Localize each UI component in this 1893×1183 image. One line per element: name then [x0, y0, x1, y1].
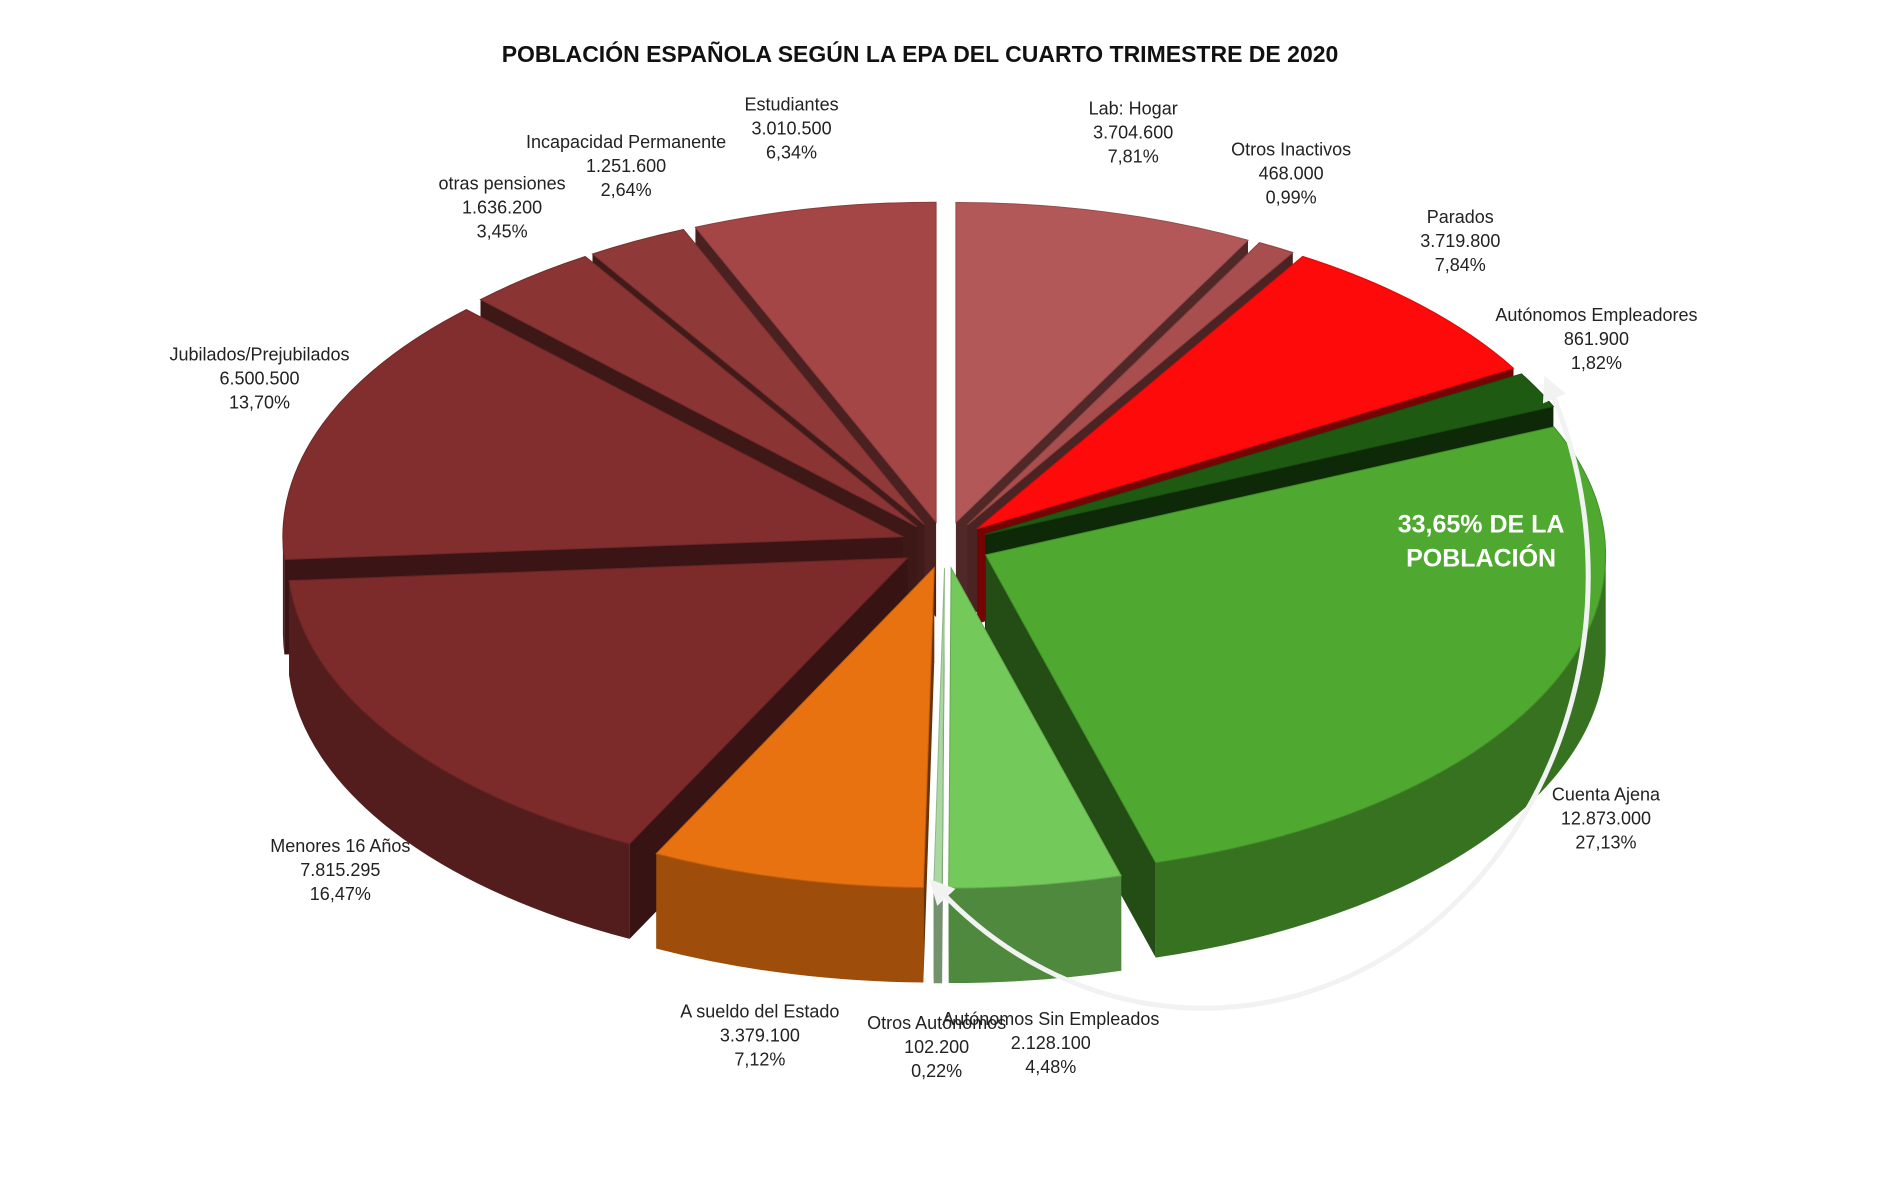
data-label: 861.900 — [1564, 329, 1629, 349]
data-label: 13,70% — [229, 393, 290, 413]
data-label: Estudiantes — [745, 94, 839, 114]
slice — [655, 566, 935, 889]
slice-side — [289, 580, 630, 939]
slice — [479, 255, 918, 528]
data-label: 6,34% — [766, 142, 817, 162]
data-label: Menores 16 Años — [270, 836, 410, 856]
data-label: Parados — [1427, 207, 1494, 227]
data-label: Otros Inactivos — [1231, 139, 1351, 159]
data-label: Autónomos Empleadores — [1495, 305, 1697, 325]
slice-side — [282, 536, 285, 655]
slice-side — [656, 853, 924, 983]
data-label: 7,81% — [1108, 146, 1159, 166]
data-label: A sueldo del Estado — [680, 1001, 839, 1021]
slice — [655, 566, 935, 983]
data-label: Jubilados/Prejubilados — [169, 345, 349, 365]
data-label: 1.636.200 — [462, 197, 542, 217]
data-label: 0,99% — [1266, 187, 1317, 207]
data-label: otras pensiones — [439, 173, 566, 193]
data-label: 16,47% — [310, 884, 371, 904]
data-label: Incapacidad Permanente — [526, 132, 726, 152]
data-label: Lab: Hogar — [1089, 98, 1178, 118]
annotation: POBLACIÓN — [1406, 543, 1556, 573]
data-label: 2,64% — [601, 180, 652, 200]
slice-side — [933, 888, 943, 984]
data-label: 1.251.600 — [586, 156, 666, 176]
data-label: Cuenta Ajena — [1552, 785, 1661, 805]
slice — [282, 309, 905, 561]
data-label: 7.815.295 — [300, 860, 380, 880]
slice — [591, 228, 925, 525]
data-label: 468.000 — [1259, 163, 1324, 183]
data-label: 1,82% — [1571, 353, 1622, 373]
data-label: 12.873.000 — [1561, 809, 1651, 829]
data-label: 3.379.100 — [720, 1025, 800, 1045]
data-label: 27,13% — [1575, 833, 1636, 853]
data-label: 3.719.800 — [1420, 231, 1500, 251]
data-label: 7,84% — [1435, 255, 1486, 275]
data-label: 6.500.500 — [219, 369, 299, 389]
data-label: Autónomos Sin Empleados — [942, 1009, 1159, 1029]
data-label: 102.200 — [904, 1037, 969, 1057]
annotation: 33,65% DE LA — [1398, 511, 1565, 539]
chart-title: POBLACIÓN ESPAÑOLA SEGÚN LA EPA DEL CUAR… — [502, 40, 1339, 67]
slice — [933, 568, 945, 984]
slice — [694, 201, 937, 524]
data-label: 7,12% — [734, 1049, 785, 1069]
data-label: 2.128.100 — [1011, 1033, 1091, 1053]
data-label: 0,22% — [911, 1061, 962, 1081]
data-label: 3,45% — [477, 221, 528, 241]
annotation-arrow — [929, 375, 1591, 1011]
data-label: 3.704.600 — [1093, 122, 1173, 142]
data-label: 4,48% — [1025, 1057, 1076, 1077]
data-label: Otros Autónomos — [867, 1013, 1006, 1033]
slice — [288, 557, 909, 845]
data-label: 3.010.500 — [752, 118, 832, 138]
